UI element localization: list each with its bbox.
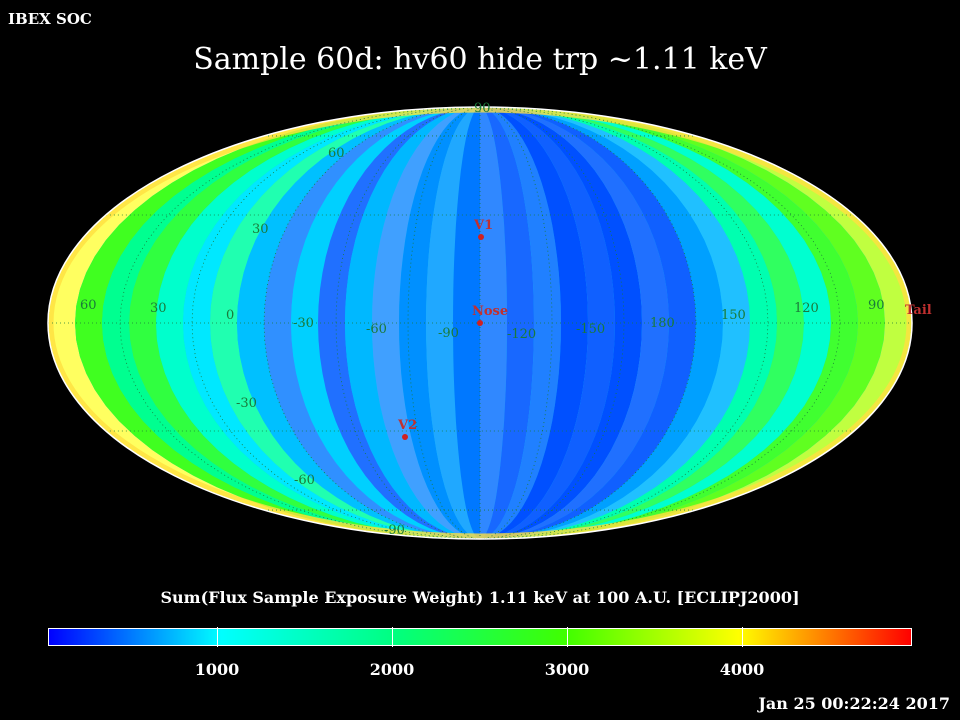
flux-band [480,107,615,539]
colorbar-label-4000: 4000 [719,660,765,679]
v2-marker [402,434,408,440]
lon-label-0: 0 [226,308,234,323]
lon-label-120: 120 [794,301,819,316]
lat-label-30: 30 [252,222,269,237]
lon-label-30: 30 [150,301,167,316]
tail-label: Tail [905,303,932,318]
flux-band [453,107,480,539]
lon-label-m30: -30 [293,316,314,331]
lon-label-150: 150 [721,308,746,323]
timestamp: Jan 25 00:22:24 2017 [758,694,950,713]
map-title: Sample 60d: hv60 hide trp ~1.11 keV [193,42,767,77]
colorbar [48,628,912,646]
lon-label-90: 90 [868,298,885,313]
lat-label-90: 90 [474,101,491,116]
colorbar-title: Sum(Flux Sample Exposure Weight) 1.11 ke… [160,588,800,607]
colorbar-label-3000: 3000 [544,660,590,679]
lon-label-m150: -150 [576,322,605,337]
flux-band [480,107,588,539]
lon-label-m60: -60 [366,322,387,337]
colorbar-tick [567,627,568,647]
lat-label-m60: -60 [294,473,315,488]
lon-label-m120: -120 [507,327,536,342]
lon-label-60: 60 [80,298,97,313]
lon-label-180: 180 [650,316,675,331]
colorbar-tick [392,627,393,647]
v2-label: V2 [397,418,417,433]
lon-label-m90: -90 [438,326,459,341]
colorbar-label-1000: 1000 [194,660,240,679]
flux-band [399,107,480,539]
flux-band [480,107,642,539]
nose-label: Nose [472,304,508,319]
flux-band [372,107,480,539]
lat-label-60: 60 [328,146,345,161]
flux-band [480,107,669,539]
colorbar-tick [217,627,218,647]
nose-marker [477,320,483,326]
map-border [47,106,913,540]
org-label: IBEX SOC [8,10,92,28]
v1-label: V1 [473,218,493,233]
flux-band [480,107,561,539]
colorbar-tick [742,627,743,647]
graticule [48,107,912,539]
lat-label-m30: -30 [236,396,257,411]
lat-label-m90: -90 [384,523,405,538]
colorbar-label-2000: 2000 [369,660,415,679]
v1-marker [478,234,484,240]
flux-band [480,107,534,539]
